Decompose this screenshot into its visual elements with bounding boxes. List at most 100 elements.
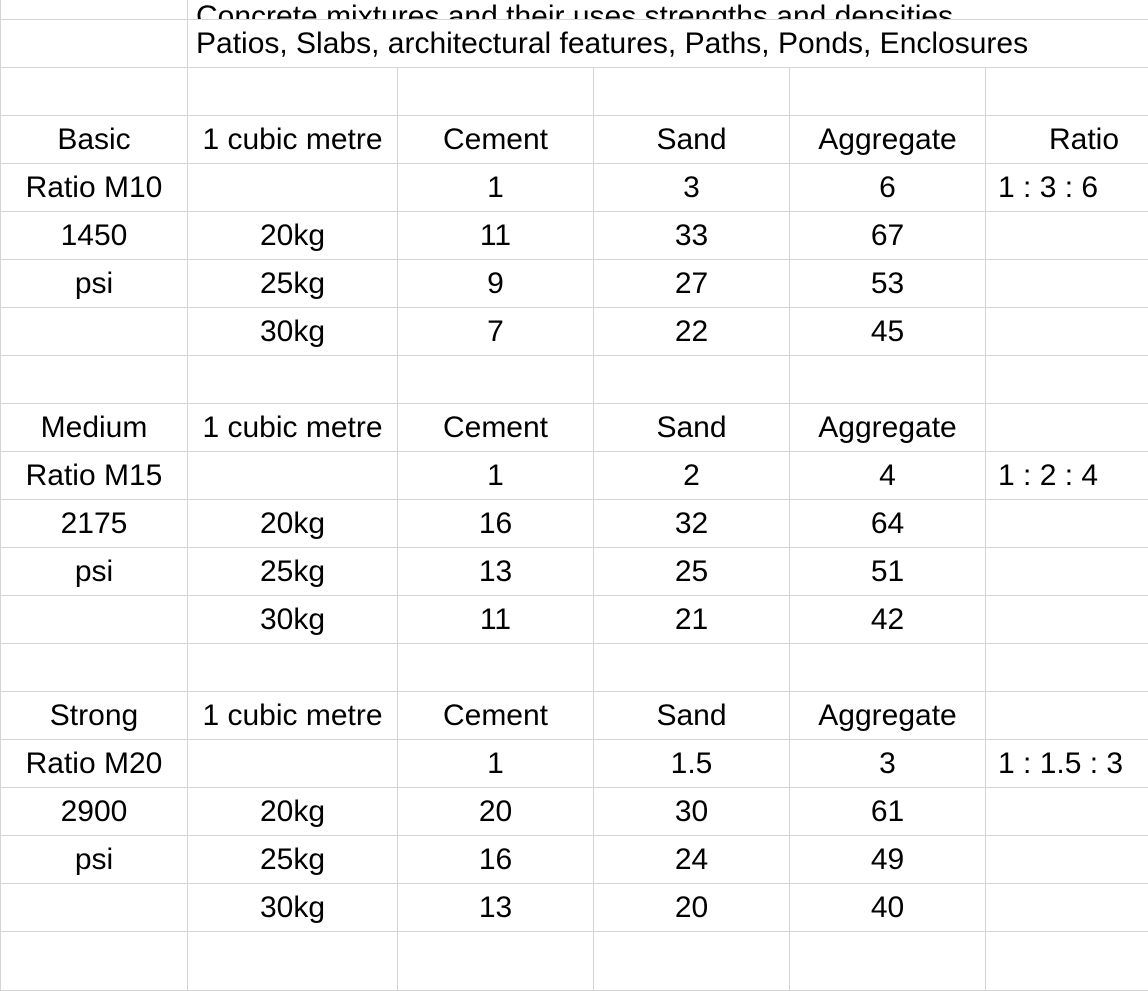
cut-off-title-cell[interactable]: Concrete mixtures and their uses strengt… xyxy=(188,0,1148,20)
psi-unit-cell[interactable]: psi xyxy=(1,548,188,596)
cell[interactable] xyxy=(986,836,1148,884)
aggregate-header-cell[interactable]: Aggregate xyxy=(790,404,986,452)
aggregate-cell[interactable]: 67 xyxy=(790,212,986,260)
psi-unit-cell[interactable]: psi xyxy=(1,260,188,308)
cement-header-cell[interactable]: Cement xyxy=(398,692,594,740)
sand-cell[interactable]: 32 xyxy=(594,500,790,548)
cell[interactable] xyxy=(790,68,986,116)
sand-header-cell[interactable]: Sand xyxy=(594,116,790,164)
cell[interactable] xyxy=(188,740,398,788)
cell[interactable] xyxy=(1,0,188,20)
ratio-aggregate-cell[interactable]: 6 xyxy=(790,164,986,212)
cell[interactable] xyxy=(790,644,986,692)
cell[interactable] xyxy=(398,356,594,404)
ratio-name-cell[interactable]: Ratio M15 xyxy=(1,452,188,500)
cell[interactable] xyxy=(790,932,986,991)
aggregate-cell[interactable]: 64 xyxy=(790,500,986,548)
cell[interactable] xyxy=(790,356,986,404)
psi-value-cell[interactable]: 2175 xyxy=(1,500,188,548)
cell[interactable] xyxy=(986,260,1148,308)
volume-label-cell[interactable]: 1 cubic metre xyxy=(188,404,398,452)
ratio-cement-cell[interactable]: 1 xyxy=(398,740,594,788)
ratio-cement-cell[interactable]: 1 xyxy=(398,452,594,500)
sand-cell[interactable]: 25 xyxy=(594,548,790,596)
ratio-sand-cell[interactable]: 1.5 xyxy=(594,740,790,788)
cell[interactable] xyxy=(594,644,790,692)
cement-header-cell[interactable]: Cement xyxy=(398,404,594,452)
bag-size-cell[interactable]: 30kg xyxy=(188,308,398,356)
cell[interactable] xyxy=(188,68,398,116)
cell[interactable] xyxy=(1,596,188,644)
aggregate-cell[interactable]: 49 xyxy=(790,836,986,884)
bag-size-cell[interactable]: 20kg xyxy=(188,212,398,260)
cell[interactable] xyxy=(188,164,398,212)
ratio-header-cell[interactable] xyxy=(986,404,1148,452)
aggregate-cell[interactable]: 61 xyxy=(790,788,986,836)
cell[interactable] xyxy=(188,452,398,500)
section-name-cell[interactable]: Strong xyxy=(1,692,188,740)
ratio-aggregate-cell[interactable]: 3 xyxy=(790,740,986,788)
uses-cell[interactable]: Patios, Slabs, architectural features, P… xyxy=(188,20,1148,68)
aggregate-cell[interactable]: 42 xyxy=(790,596,986,644)
cell[interactable] xyxy=(398,644,594,692)
ratio-sand-cell[interactable]: 3 xyxy=(594,164,790,212)
cell[interactable] xyxy=(398,68,594,116)
sand-cell[interactable]: 33 xyxy=(594,212,790,260)
ratio-text-cell[interactable]: 1 : 3 : 6 xyxy=(986,164,1148,212)
cement-cell[interactable]: 16 xyxy=(398,500,594,548)
aggregate-cell[interactable]: 45 xyxy=(790,308,986,356)
cell[interactable] xyxy=(986,548,1148,596)
sand-header-cell[interactable]: Sand xyxy=(594,404,790,452)
volume-label-cell[interactable]: 1 cubic metre xyxy=(188,116,398,164)
cell[interactable] xyxy=(986,68,1148,116)
cement-cell[interactable]: 7 xyxy=(398,308,594,356)
cell[interactable] xyxy=(986,596,1148,644)
cell[interactable] xyxy=(986,308,1148,356)
ratio-name-cell[interactable]: Ratio M10 xyxy=(1,164,188,212)
ratio-sand-cell[interactable]: 2 xyxy=(594,452,790,500)
ratio-aggregate-cell[interactable]: 4 xyxy=(790,452,986,500)
bag-size-cell[interactable]: 25kg xyxy=(188,836,398,884)
cell[interactable] xyxy=(1,932,188,991)
aggregate-cell[interactable]: 51 xyxy=(790,548,986,596)
sand-cell[interactable]: 22 xyxy=(594,308,790,356)
cement-cell[interactable]: 16 xyxy=(398,836,594,884)
ratio-header-cell[interactable] xyxy=(986,692,1148,740)
cell[interactable] xyxy=(986,644,1148,692)
bag-size-cell[interactable]: 20kg xyxy=(188,788,398,836)
sand-cell[interactable]: 20 xyxy=(594,884,790,932)
volume-label-cell[interactable]: 1 cubic metre xyxy=(188,692,398,740)
cell[interactable] xyxy=(986,500,1148,548)
bag-size-cell[interactable]: 30kg xyxy=(188,596,398,644)
psi-unit-cell[interactable]: psi xyxy=(1,836,188,884)
ratio-text-cell[interactable]: 1 : 1.5 : 3 xyxy=(986,740,1148,788)
cell[interactable] xyxy=(398,932,594,991)
psi-value-cell[interactable]: 2900 xyxy=(1,788,188,836)
cell[interactable] xyxy=(1,20,188,68)
sand-cell[interactable]: 27 xyxy=(594,260,790,308)
bag-size-cell[interactable]: 20kg xyxy=(188,500,398,548)
aggregate-cell[interactable]: 40 xyxy=(790,884,986,932)
cell[interactable] xyxy=(986,884,1148,932)
cement-cell[interactable]: 20 xyxy=(398,788,594,836)
ratio-cement-cell[interactable]: 1 xyxy=(398,164,594,212)
ratio-text-cell[interactable]: 1 : 2 : 4 xyxy=(986,452,1148,500)
cell[interactable] xyxy=(986,932,1148,991)
cell[interactable] xyxy=(1,356,188,404)
cell[interactable] xyxy=(986,788,1148,836)
cell[interactable] xyxy=(986,356,1148,404)
bag-size-cell[interactable]: 30kg xyxy=(188,884,398,932)
cell[interactable] xyxy=(188,932,398,991)
section-name-cell[interactable]: Basic xyxy=(1,116,188,164)
aggregate-cell[interactable]: 53 xyxy=(790,260,986,308)
sand-cell[interactable]: 21 xyxy=(594,596,790,644)
sand-header-cell[interactable]: Sand xyxy=(594,692,790,740)
sand-cell[interactable]: 30 xyxy=(594,788,790,836)
psi-value-cell[interactable]: 1450 xyxy=(1,212,188,260)
cell[interactable] xyxy=(594,932,790,991)
bag-size-cell[interactable]: 25kg xyxy=(188,548,398,596)
section-name-cell[interactable]: Medium xyxy=(1,404,188,452)
cement-cell[interactable]: 11 xyxy=(398,212,594,260)
cement-header-cell[interactable]: Cement xyxy=(398,116,594,164)
ratio-name-cell[interactable]: Ratio M20 xyxy=(1,740,188,788)
